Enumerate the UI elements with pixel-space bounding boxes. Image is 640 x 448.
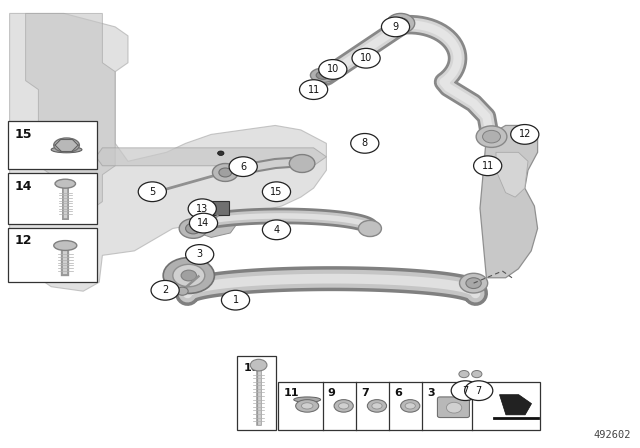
Circle shape bbox=[474, 156, 502, 176]
FancyBboxPatch shape bbox=[8, 228, 97, 282]
Circle shape bbox=[466, 278, 481, 289]
Circle shape bbox=[451, 381, 479, 401]
Text: 15: 15 bbox=[270, 187, 283, 197]
Circle shape bbox=[511, 125, 539, 144]
Ellipse shape bbox=[372, 403, 382, 409]
Circle shape bbox=[219, 168, 232, 177]
Ellipse shape bbox=[296, 400, 319, 412]
Text: 14: 14 bbox=[14, 180, 31, 193]
Circle shape bbox=[476, 126, 507, 147]
Text: 11: 11 bbox=[481, 161, 494, 171]
Ellipse shape bbox=[294, 397, 321, 402]
Circle shape bbox=[181, 270, 196, 281]
Circle shape bbox=[218, 151, 224, 155]
Circle shape bbox=[250, 359, 267, 371]
Circle shape bbox=[262, 220, 291, 240]
Circle shape bbox=[173, 264, 205, 287]
Text: 6: 6 bbox=[394, 388, 402, 398]
Text: 4: 4 bbox=[273, 225, 280, 235]
Circle shape bbox=[229, 157, 257, 177]
Ellipse shape bbox=[55, 179, 76, 188]
FancyBboxPatch shape bbox=[8, 121, 97, 169]
Text: 3: 3 bbox=[428, 388, 435, 398]
Circle shape bbox=[138, 182, 166, 202]
Ellipse shape bbox=[301, 403, 313, 409]
Text: 10: 10 bbox=[360, 53, 372, 63]
Text: 3: 3 bbox=[196, 250, 203, 259]
Text: 10: 10 bbox=[326, 65, 339, 74]
Circle shape bbox=[460, 273, 488, 293]
Circle shape bbox=[459, 370, 469, 378]
Text: 12: 12 bbox=[518, 129, 531, 139]
Text: 2: 2 bbox=[162, 285, 168, 295]
Polygon shape bbox=[10, 13, 326, 291]
Text: 1: 1 bbox=[232, 295, 239, 305]
Polygon shape bbox=[499, 395, 531, 415]
FancyBboxPatch shape bbox=[237, 356, 276, 430]
Circle shape bbox=[393, 18, 408, 29]
Circle shape bbox=[352, 48, 380, 68]
Circle shape bbox=[472, 370, 482, 378]
Circle shape bbox=[351, 134, 379, 153]
Circle shape bbox=[358, 220, 381, 237]
Circle shape bbox=[177, 287, 188, 295]
Text: 8: 8 bbox=[362, 138, 368, 148]
Text: 14: 14 bbox=[197, 218, 210, 228]
Circle shape bbox=[212, 164, 238, 181]
Polygon shape bbox=[198, 220, 237, 237]
Ellipse shape bbox=[316, 71, 330, 79]
Text: 11: 11 bbox=[284, 388, 299, 398]
FancyBboxPatch shape bbox=[200, 201, 229, 215]
Ellipse shape bbox=[405, 403, 415, 409]
Polygon shape bbox=[480, 125, 538, 278]
Text: 7: 7 bbox=[476, 386, 482, 396]
Ellipse shape bbox=[339, 403, 349, 409]
Circle shape bbox=[189, 213, 218, 233]
Text: 10: 10 bbox=[243, 363, 259, 373]
Circle shape bbox=[300, 80, 328, 99]
Circle shape bbox=[262, 182, 291, 202]
Polygon shape bbox=[96, 148, 326, 166]
Text: 7: 7 bbox=[361, 388, 369, 398]
Circle shape bbox=[387, 13, 415, 33]
Circle shape bbox=[188, 199, 216, 219]
Ellipse shape bbox=[401, 400, 420, 412]
Text: 13: 13 bbox=[196, 204, 209, 214]
Text: 9: 9 bbox=[328, 388, 335, 398]
Text: 15: 15 bbox=[14, 128, 31, 141]
Circle shape bbox=[381, 17, 410, 37]
Ellipse shape bbox=[310, 68, 336, 82]
Text: 5: 5 bbox=[149, 187, 156, 197]
Text: 492602: 492602 bbox=[593, 430, 631, 440]
Circle shape bbox=[186, 245, 214, 264]
Circle shape bbox=[483, 130, 500, 143]
Circle shape bbox=[179, 219, 207, 238]
Text: 12: 12 bbox=[14, 234, 31, 247]
Polygon shape bbox=[496, 152, 528, 197]
Text: 9: 9 bbox=[392, 22, 399, 32]
Ellipse shape bbox=[367, 400, 387, 412]
Circle shape bbox=[163, 258, 214, 293]
Polygon shape bbox=[26, 13, 115, 211]
Ellipse shape bbox=[51, 146, 82, 153]
Circle shape bbox=[465, 381, 493, 401]
Circle shape bbox=[147, 188, 160, 197]
Ellipse shape bbox=[54, 241, 77, 250]
Circle shape bbox=[319, 60, 347, 79]
Ellipse shape bbox=[54, 138, 79, 152]
Text: 7: 7 bbox=[462, 386, 468, 396]
Text: 11: 11 bbox=[307, 85, 320, 95]
Ellipse shape bbox=[334, 400, 353, 412]
FancyBboxPatch shape bbox=[278, 382, 540, 430]
FancyBboxPatch shape bbox=[438, 397, 470, 418]
Circle shape bbox=[289, 155, 315, 172]
Circle shape bbox=[447, 402, 462, 413]
FancyBboxPatch shape bbox=[8, 173, 97, 224]
Text: 6: 6 bbox=[240, 162, 246, 172]
Circle shape bbox=[221, 290, 250, 310]
Circle shape bbox=[151, 280, 179, 300]
Circle shape bbox=[186, 223, 201, 234]
